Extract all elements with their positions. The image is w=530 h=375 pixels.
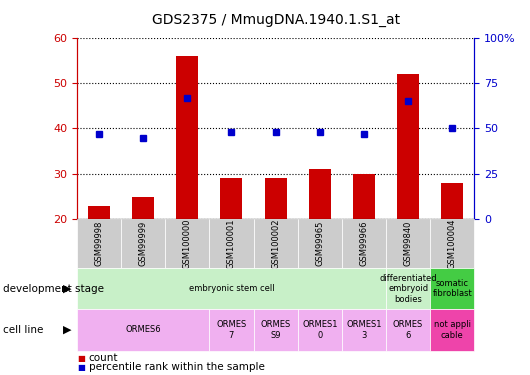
Bar [264,178,287,219]
Text: GSM99999: GSM99999 [139,221,147,266]
Text: not appli
cable: not appli cable [434,320,471,340]
Text: GDS2375 / MmugDNA.1940.1.S1_at: GDS2375 / MmugDNA.1940.1.S1_at [152,13,400,27]
Text: GSM100000: GSM100000 [183,219,192,269]
Bar [430,219,474,268]
Text: ORMES
7: ORMES 7 [216,320,246,340]
Text: GSM100004: GSM100004 [448,219,457,269]
Text: cell line: cell line [3,325,43,335]
Bar [77,268,386,309]
Bar [353,174,375,219]
Bar [209,309,253,351]
Text: GSM100002: GSM100002 [271,219,280,269]
Text: percentile rank within the sample: percentile rank within the sample [89,363,264,372]
Bar [308,170,331,219]
Text: ■: ■ [77,354,85,363]
Bar [176,56,198,219]
Text: ORMES1
3: ORMES1 3 [346,320,382,340]
Bar [298,309,342,351]
Text: GSM99998: GSM99998 [94,221,103,266]
Bar [386,219,430,268]
Bar [165,219,209,268]
Text: ORMES1
0: ORMES1 0 [302,320,338,340]
Text: development stage: development stage [3,284,104,294]
Bar [77,309,209,351]
Text: ▶: ▶ [63,325,72,335]
Bar [441,183,463,219]
Bar [88,206,110,219]
Text: GSM99840: GSM99840 [404,221,412,266]
Text: ■: ■ [77,363,85,372]
Text: differentiated
embryoid
bodies: differentiated embryoid bodies [379,274,437,304]
Text: ORMES
S9: ORMES S9 [260,320,291,340]
Bar [253,309,298,351]
Text: ▶: ▶ [63,284,72,294]
Text: GSM99965: GSM99965 [315,221,324,266]
Text: ORMES6: ORMES6 [125,326,161,334]
Bar [386,268,430,309]
Bar [430,309,474,351]
Bar [209,219,253,268]
Text: somatic
fibroblast: somatic fibroblast [432,279,472,298]
Text: count: count [89,353,118,363]
Bar [132,196,154,219]
Bar [298,219,342,268]
Bar [397,74,419,219]
Bar [121,219,165,268]
Bar [386,309,430,351]
Bar [342,309,386,351]
Text: embryonic stem cell: embryonic stem cell [189,284,274,293]
Bar [253,219,298,268]
Text: ORMES
6: ORMES 6 [393,320,423,340]
Text: GSM99966: GSM99966 [359,221,368,267]
Bar [430,268,474,309]
Text: GSM100001: GSM100001 [227,219,236,269]
Bar [220,178,243,219]
Bar [342,219,386,268]
Bar [77,219,121,268]
